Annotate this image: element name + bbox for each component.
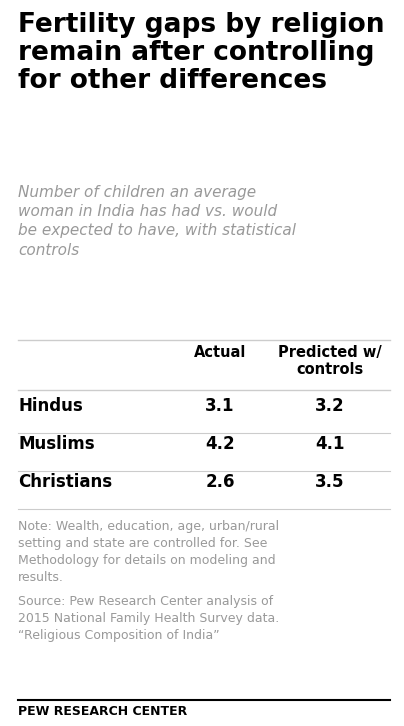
- Text: Predicted w/
controls: Predicted w/ controls: [278, 345, 382, 378]
- Text: Actual: Actual: [194, 345, 246, 360]
- Text: 4.1: 4.1: [315, 435, 345, 453]
- Text: 3.5: 3.5: [315, 473, 345, 491]
- Text: 3.1: 3.1: [205, 397, 235, 415]
- Text: Muslims: Muslims: [18, 435, 95, 453]
- Text: Fertility gaps by religion
remain after controlling
for other differences: Fertility gaps by religion remain after …: [18, 12, 385, 94]
- Text: 4.2: 4.2: [205, 435, 235, 453]
- Text: PEW RESEARCH CENTER: PEW RESEARCH CENTER: [18, 705, 187, 718]
- Text: 2.6: 2.6: [205, 473, 235, 491]
- Text: Hindus: Hindus: [18, 397, 83, 415]
- Text: Note: Wealth, education, age, urban/rural
setting and state are controlled for. : Note: Wealth, education, age, urban/rura…: [18, 520, 279, 584]
- Text: Number of children an average
woman in India has had vs. would
be expected to ha: Number of children an average woman in I…: [18, 185, 296, 258]
- Text: 3.2: 3.2: [315, 397, 345, 415]
- Text: Christians: Christians: [18, 473, 112, 491]
- Text: Source: Pew Research Center analysis of
2015 National Family Health Survey data.: Source: Pew Research Center analysis of …: [18, 595, 279, 642]
